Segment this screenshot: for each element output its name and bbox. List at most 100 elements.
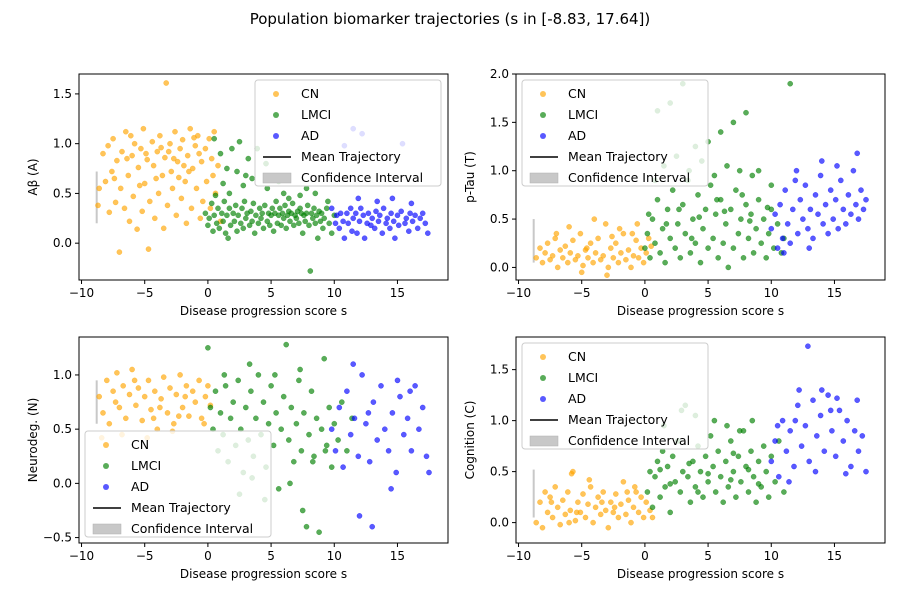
data-point-lmci <box>736 167 743 174</box>
data-point-lmci <box>763 254 770 261</box>
data-point-cn <box>638 494 644 500</box>
data-point-cn <box>602 221 609 227</box>
data-point-cn <box>170 420 177 427</box>
series-cn <box>96 366 214 441</box>
data-point-cn <box>153 175 159 182</box>
data-point-lmci <box>318 426 325 433</box>
data-point-cn <box>595 235 601 242</box>
data-point-ad <box>361 235 368 241</box>
data-point-cn <box>135 164 142 171</box>
data-point-ad <box>810 235 816 242</box>
legend-label: Mean Trajectory <box>301 149 401 164</box>
data-point-cn <box>116 249 123 255</box>
data-point-lmci <box>221 198 228 205</box>
legend-marker-cn <box>103 442 109 448</box>
data-point-cn <box>159 172 166 179</box>
subplot-cognition: −10 −5 0 5 10 15 0.0 0.5 1.0 1.5 Disease progressi… <box>463 336 886 581</box>
data-point-lmci <box>662 259 668 266</box>
data-point-ad <box>779 417 786 424</box>
data-point-lmci <box>765 230 772 237</box>
data-point-lmci <box>750 473 757 480</box>
data-point-ad <box>784 221 791 227</box>
data-point-ad <box>408 200 415 207</box>
data-point-lmci <box>738 216 744 222</box>
data-point-lmci <box>644 230 651 237</box>
data-point-cn <box>210 172 216 179</box>
data-point-lmci <box>728 476 734 483</box>
data-point-lmci <box>724 163 730 169</box>
data-point-cn <box>615 514 622 521</box>
data-point-cn <box>112 199 119 206</box>
data-point-lmci <box>255 372 262 378</box>
data-point-lmci <box>647 254 653 261</box>
series-lmci <box>642 80 794 271</box>
data-point-ad <box>350 361 357 367</box>
data-point-lmci <box>696 214 703 220</box>
data-point-ad <box>834 163 840 169</box>
data-point-ad <box>822 201 829 208</box>
data-point-ad <box>795 230 801 237</box>
x-tick-label: 10 <box>327 549 342 563</box>
data-point-lmci <box>226 205 233 212</box>
data-point-lmci <box>725 264 732 271</box>
data-point-lmci <box>289 200 296 207</box>
data-point-lmci <box>758 240 765 246</box>
data-point-cn <box>635 254 642 261</box>
data-point-ad <box>796 387 802 393</box>
data-point-ad <box>419 210 426 217</box>
data-point-ad <box>844 417 850 424</box>
data-point-cn <box>633 489 639 495</box>
data-point-lmci <box>240 182 247 189</box>
data-point-cn <box>102 178 109 185</box>
data-point-lmci <box>220 180 226 187</box>
data-point-lmci <box>697 259 704 266</box>
data-point-lmci <box>730 245 737 251</box>
data-point-cn <box>610 509 617 516</box>
data-point-ad <box>356 218 363 225</box>
data-point-ad <box>854 150 861 157</box>
data-point-ad <box>355 453 362 460</box>
data-point-cn <box>634 221 641 227</box>
data-point-cn <box>610 254 617 261</box>
data-point-cn <box>105 142 111 149</box>
data-point-ad <box>374 198 381 205</box>
data-point-ad <box>405 228 412 234</box>
figure-suptitle: Population biomarker trajectories (s in … <box>250 10 651 28</box>
data-point-ad <box>417 215 424 222</box>
data-point-ad <box>791 463 797 470</box>
data-point-lmci <box>251 230 258 236</box>
data-point-cn <box>131 377 138 384</box>
data-point-lmci <box>677 254 684 261</box>
data-point-cn <box>157 404 163 411</box>
data-point-lmci <box>721 208 728 215</box>
data-point-ad <box>817 172 824 179</box>
data-point-lmci <box>714 196 720 203</box>
data-point-ad <box>388 485 394 492</box>
data-point-cn <box>182 393 188 400</box>
data-point-cn <box>628 264 634 271</box>
plot-frame <box>78 336 449 544</box>
data-point-lmci <box>325 198 331 205</box>
data-point-cn <box>580 491 586 497</box>
data-point-ad <box>404 415 411 422</box>
data-point-cn <box>100 410 106 416</box>
data-point-cn <box>557 247 564 253</box>
data-point-lmci <box>256 205 263 212</box>
data-point-lmci <box>303 210 310 217</box>
data-point-ad <box>863 468 869 475</box>
data-point-cn <box>150 415 157 422</box>
data-point-cn <box>629 230 636 237</box>
subplot-ptau: −10 −5 0 5 10 15 0.0 0.5 1.0 1.5 2.0 Disease progre… <box>463 67 886 318</box>
data-point-cn <box>604 272 610 279</box>
data-point-lmci <box>260 399 267 405</box>
data-point-lmci <box>234 168 240 175</box>
data-point-cn <box>201 420 207 427</box>
data-point-ad <box>416 426 422 433</box>
data-point-ad <box>825 230 831 237</box>
data-point-cn <box>567 250 574 256</box>
data-point-lmci <box>297 205 303 212</box>
data-point-ad <box>825 392 831 398</box>
data-point-lmci <box>692 240 699 246</box>
data-point-lmci <box>736 427 743 434</box>
data-point-cn <box>178 195 185 202</box>
